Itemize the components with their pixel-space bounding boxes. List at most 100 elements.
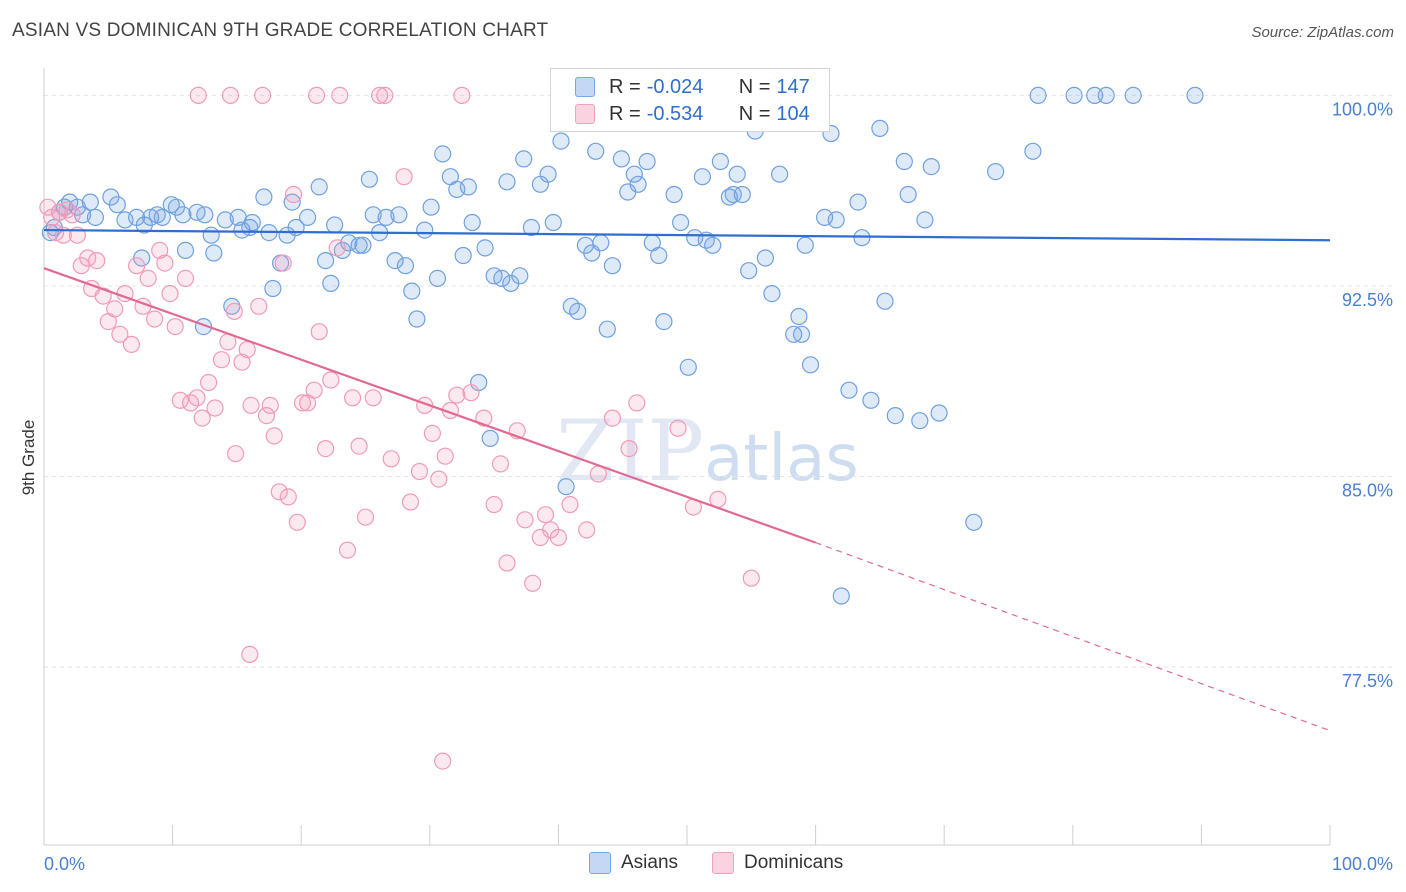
dominican-point-95 [742,569,760,587]
dominican-point-25 [166,318,184,336]
dominican-point-99 [241,645,259,664]
asian-point-114 [770,165,789,183]
source-credit: Source: ZipAtlas.com [1251,24,1394,41]
dominican-n-value: 104 [776,102,810,125]
asian-point-116 [792,325,811,343]
asian-point-48 [354,236,372,254]
dominican-point-52 [310,323,328,341]
asian-r-value: -0.024 [646,75,704,98]
asian-point-76 [522,218,541,237]
asian-point-113 [763,285,781,303]
asian-point-35 [264,279,282,298]
asian-point-64 [454,246,472,265]
dominican-point-45 [274,254,292,272]
asian-point-140 [1029,86,1047,105]
dominican-point-31 [200,373,218,392]
asian-point-139 [1024,142,1042,160]
asian-point-43 [322,274,340,292]
asians-legend-swatch [589,852,611,874]
asian-point-107 [724,185,742,204]
dominican-point-55 [328,239,346,257]
asian-point-89 [603,257,622,275]
dominican-point-68 [423,424,441,442]
dominican-point-51 [305,381,323,399]
dominican-point-100 [434,752,452,770]
asian-point-88 [598,320,616,338]
dominican-point-85 [549,528,568,547]
asian-point-47 [350,236,368,254]
asian-point-112 [756,249,775,267]
dominican-point-47 [284,185,303,204]
dominican-point-90 [620,440,638,458]
dominican-point-6 [63,206,81,224]
asian-point-32 [243,213,261,232]
asian-point-104 [704,236,722,254]
dominican-point-57 [338,541,357,559]
dominican-point-72 [448,386,466,404]
asian-point-132 [899,185,917,204]
asian-point-133 [911,412,929,430]
dominican-point-98 [254,86,272,105]
chart-title: ASIAN VS DOMINICAN 9TH GRADE CORRELATION… [12,20,549,41]
asian-point-138 [986,163,1005,181]
asian-point-42 [317,252,335,270]
dominican-point-37 [233,353,251,371]
asian-point-105 [711,152,730,171]
asian-point-60 [428,269,447,287]
asian-point-24 [196,206,214,224]
bottom-legend-dominicans[interactable]: Dominicans [712,852,843,874]
dominican-point-46 [279,488,297,506]
asian-point-93 [629,175,647,193]
dominicans-legend-label: Dominicans [744,852,844,873]
dominican-point-89 [603,409,622,427]
asian-n-label: N = [738,75,771,98]
dominican-point-60 [356,508,375,526]
asian-point-33 [255,188,273,206]
dominican-point-69 [430,470,448,488]
asian-point-25 [202,226,220,244]
asian-point-10 [108,196,126,214]
asian-point-59 [422,198,440,216]
dominican-point-101 [308,86,326,105]
dominican-point-92 [669,419,687,437]
asian-point-41 [310,178,328,196]
asian-point-92 [625,165,643,183]
dominican-point-70 [436,447,454,465]
dominican-point-63 [382,450,400,468]
dominican-point-40 [250,297,268,315]
dominican-point-86 [561,495,579,514]
asian-r-label: R = [609,75,641,98]
asian-point-7 [81,193,99,211]
asian-point-21 [176,241,195,259]
dominican-point-33 [212,351,231,369]
asians-legend-label: Asians [621,852,679,873]
asian-point-117 [796,236,814,254]
asian-point-97 [655,313,673,331]
dominicans-legend-swatch [712,852,734,874]
dominican-point-43 [265,427,283,445]
dominican-point-41 [257,407,276,425]
asian-point-108 [728,165,746,183]
dominican-trend-line [43,267,816,544]
dominican-point-27 [176,269,195,287]
dominican-point-17 [122,335,140,353]
asian-point-98 [665,185,683,204]
asian-point-68 [476,239,494,257]
asian-point-145 [1186,86,1204,105]
dominican-point-42 [261,396,279,414]
asian-point-99 [671,213,690,232]
asian-point-79 [544,213,562,232]
dominican-point-14 [106,300,124,318]
asian-point-55 [396,257,414,275]
legend-row-asians: R = -0.024 N = 147 [575,74,810,100]
dominican-point-76 [485,495,503,514]
asian-point-90 [612,150,631,168]
dominican-swatch [575,104,595,124]
watermark-atlas: atlas [704,422,859,496]
x-tick-label-0: 0.0% [44,854,85,874]
bottom-legend-asians[interactable]: Asians [589,852,678,874]
dominican-point-11 [88,252,106,270]
asian-point-94 [638,152,656,171]
asian-point-54 [390,206,408,224]
asian-point-136 [930,404,948,422]
